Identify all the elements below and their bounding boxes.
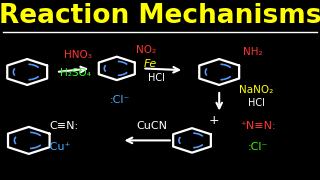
Text: HCl: HCl [248,98,264,108]
Text: +: + [209,114,220,127]
Text: Fe: Fe [144,59,157,69]
Text: C≡N:: C≡N: [49,121,79,131]
Text: NaNO₂: NaNO₂ [239,85,273,95]
Text: H₂SO₄: H₂SO₄ [60,68,91,78]
Text: ·Cu⁺: ·Cu⁺ [47,142,71,152]
Text: NH₂: NH₂ [243,47,263,57]
Text: ⁺N≡N:: ⁺N≡N: [240,121,276,131]
Text: HCl: HCl [148,73,165,83]
Text: HNO₃: HNO₃ [64,50,92,60]
Text: :Cl⁻: :Cl⁻ [110,95,130,105]
Text: CuCN: CuCN [137,121,167,131]
Text: NO₂: NO₂ [136,45,156,55]
Text: Reaction Mechanisms: Reaction Mechanisms [0,3,320,29]
Text: :Cl⁻: :Cl⁻ [247,142,268,152]
